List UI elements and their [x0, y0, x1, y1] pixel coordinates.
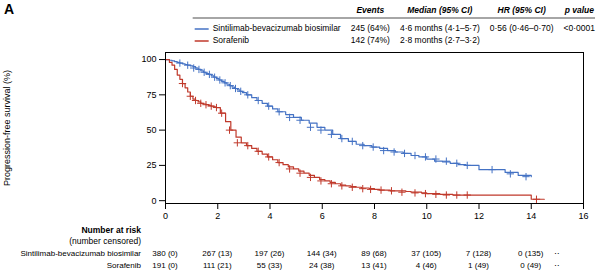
svg-text:0: 0 [151, 196, 156, 206]
svg-text:37 (105): 37 (105) [411, 249, 441, 258]
svg-text:191 (0): 191 (0) [152, 261, 178, 270]
svg-text:197 (26): 197 (26) [255, 249, 285, 258]
svg-text:(number censored): (number censored) [69, 236, 141, 246]
svg-text:111 (21): 111 (21) [203, 261, 232, 270]
svg-text:24 (38): 24 (38) [309, 261, 335, 270]
svg-text:2: 2 [215, 211, 220, 221]
svg-text:0 (135): 0 (135) [518, 249, 544, 258]
svg-text:7 (128): 7 (128) [466, 249, 492, 258]
svg-text:245 (64%): 245 (64%) [351, 23, 390, 33]
svg-text:100: 100 [141, 54, 156, 64]
svg-text:Sintilimab-bevacizumab biosimi: Sintilimab-bevacizumab biosimilar [21, 249, 142, 258]
svg-text:<0·0001: <0·0001 [564, 23, 596, 33]
svg-text:380 (0): 380 (0) [152, 249, 178, 258]
svg-text:50: 50 [146, 125, 156, 135]
svg-text:89 (68): 89 (68) [361, 249, 387, 258]
svg-text:Sorafenib: Sorafenib [107, 261, 142, 270]
svg-text:A: A [4, 1, 14, 17]
svg-text:Events: Events [356, 5, 384, 15]
svg-text:Progression-free survival (%): Progression-free survival (%) [2, 70, 12, 186]
svg-text:Sintilimab-bevacizumab biosimi: Sintilimab-bevacizumab biosimilar [213, 23, 341, 33]
svg-text:144 (34): 144 (34) [307, 249, 337, 258]
svg-text:267 (13): 267 (13) [202, 249, 232, 258]
svg-text:··: ·· [554, 260, 560, 270]
svg-text:142 (74%): 142 (74%) [351, 35, 390, 45]
svg-text:16: 16 [578, 211, 588, 221]
svg-text:75: 75 [146, 90, 156, 100]
svg-text:0·56 (0·46–0·70): 0·56 (0·46–0·70) [490, 23, 554, 33]
svg-text:12: 12 [474, 211, 484, 221]
svg-text:8: 8 [372, 211, 377, 221]
svg-text:25: 25 [146, 160, 156, 170]
svg-text:0: 0 [163, 211, 168, 221]
svg-text:4·6 months (4·1–5·7): 4·6 months (4·1–5·7) [400, 23, 480, 33]
svg-text:··: ·· [554, 248, 560, 258]
svg-text:55 (33): 55 (33) [257, 261, 283, 270]
svg-text:14: 14 [526, 211, 536, 221]
svg-text:0 (49): 0 (49) [520, 261, 541, 270]
svg-text:6: 6 [320, 211, 325, 221]
svg-text:HR (95% CI): HR (95% CI) [498, 5, 546, 15]
svg-text:10: 10 [422, 211, 432, 221]
svg-text:4: 4 [267, 211, 272, 221]
svg-text:Sorafenib: Sorafenib [213, 35, 250, 45]
svg-text:Number at risk: Number at risk [81, 225, 141, 235]
svg-text:4 (46): 4 (46) [416, 261, 437, 270]
svg-text:13 (41): 13 (41) [361, 261, 387, 270]
svg-text:p value: p value [564, 5, 595, 15]
svg-text:2·8 months (2·7–3·2): 2·8 months (2·7–3·2) [400, 35, 480, 45]
svg-text:Median (95% CI): Median (95% CI) [407, 5, 472, 15]
svg-text:1 (49): 1 (49) [468, 261, 489, 270]
